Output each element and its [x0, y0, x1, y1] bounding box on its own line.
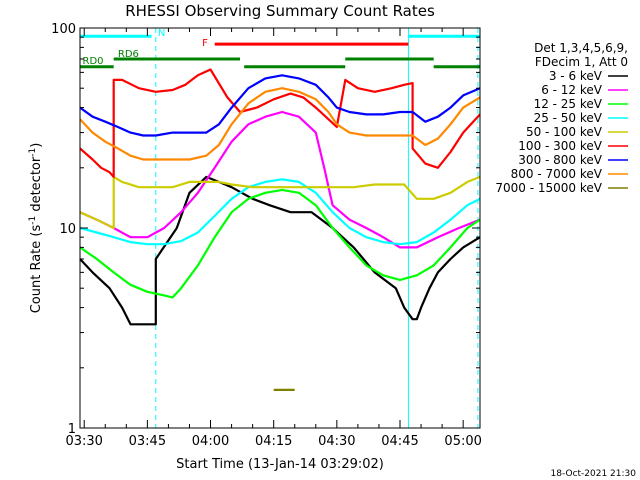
- legend-label-12-25-kev: 12 - 25 keV: [534, 97, 603, 111]
- legend-label-25-50-kev: 25 - 50 keV: [534, 111, 603, 125]
- legend-label-7000-15000-kev: 7000 - 15000 keV: [495, 181, 602, 195]
- legend-label-50-100-kev: 50 - 100 keV: [526, 125, 603, 139]
- legend-label-100-300-kev: 100 - 300 keV: [518, 139, 602, 153]
- y-tick-label: 100: [51, 22, 76, 37]
- y-axis-label-end: ): [29, 143, 44, 148]
- timestamp: 18-Oct-2021 21:30: [551, 469, 637, 479]
- y-tick-label: 1: [68, 422, 76, 437]
- y-axis-label-sup1: -1: [28, 216, 38, 225]
- x-tick-label: 03:45: [129, 434, 166, 449]
- x-tick-label: 04:00: [192, 434, 229, 449]
- x-axis-label: Start Time (13-Jan-14 03:29:02): [176, 457, 384, 472]
- series-line-6-12-kev: [79, 110, 481, 249]
- x-tick-label: 04:45: [381, 434, 418, 449]
- legend-header-2: FDecim 1, Att 0: [535, 55, 628, 69]
- series-line-50-100-kev: [79, 175, 481, 230]
- x-tick-label: 04:30: [318, 434, 355, 449]
- n-label: N: [158, 28, 165, 39]
- series-line-12-25-kev: [79, 188, 481, 299]
- series-line-25-50-kev: [79, 178, 481, 246]
- x-tick-label: 03:30: [65, 434, 102, 449]
- y-tick-label: 10: [59, 222, 76, 237]
- legend: Det 1,3,4,5,6,9, FDecim 1, Att 0 3 - 6 k…: [495, 41, 628, 195]
- y-axis-label-sup2: -1: [28, 148, 38, 157]
- y-axis-label: Count Rate (s-1 detector-1): [28, 143, 44, 314]
- y-axis-label-mid: detector: [29, 156, 44, 216]
- y-axis-label-main: Count Rate (s: [29, 225, 44, 314]
- x-tick-label: 04:15: [255, 434, 292, 449]
- series-line-3-6-kev: [79, 175, 481, 326]
- legend-label-300-800-kev: 300 - 800 keV: [518, 153, 602, 167]
- legend-label-800-7000-kev: 800 - 7000 keV: [511, 167, 603, 181]
- x-tick-label: 05:00: [444, 434, 481, 449]
- legend-label-6-12-kev: 6 - 12 keV: [541, 83, 603, 97]
- f-label: F: [202, 38, 208, 49]
- chart-title: RHESSI Observing Summary Count Rates: [125, 2, 435, 20]
- rd6-label: RD6: [118, 49, 139, 60]
- legend-header-1: Det 1,3,4,5,6,9,: [534, 41, 628, 55]
- plot-area: RD0 RD6 N F: [79, 28, 481, 428]
- series-line-300-800-kev: [79, 74, 481, 137]
- axes: 1 10 100 03:30 03:45 04:00 04:15 04:30 04:45 05:0…: [51, 22, 482, 449]
- series-line-800-7000-kev: [79, 87, 481, 161]
- legend-label-3-6-kev: 3 - 6 keV: [549, 69, 603, 83]
- rd0-label: RD0: [83, 56, 104, 67]
- series-line-100-300-kev: [79, 68, 481, 178]
